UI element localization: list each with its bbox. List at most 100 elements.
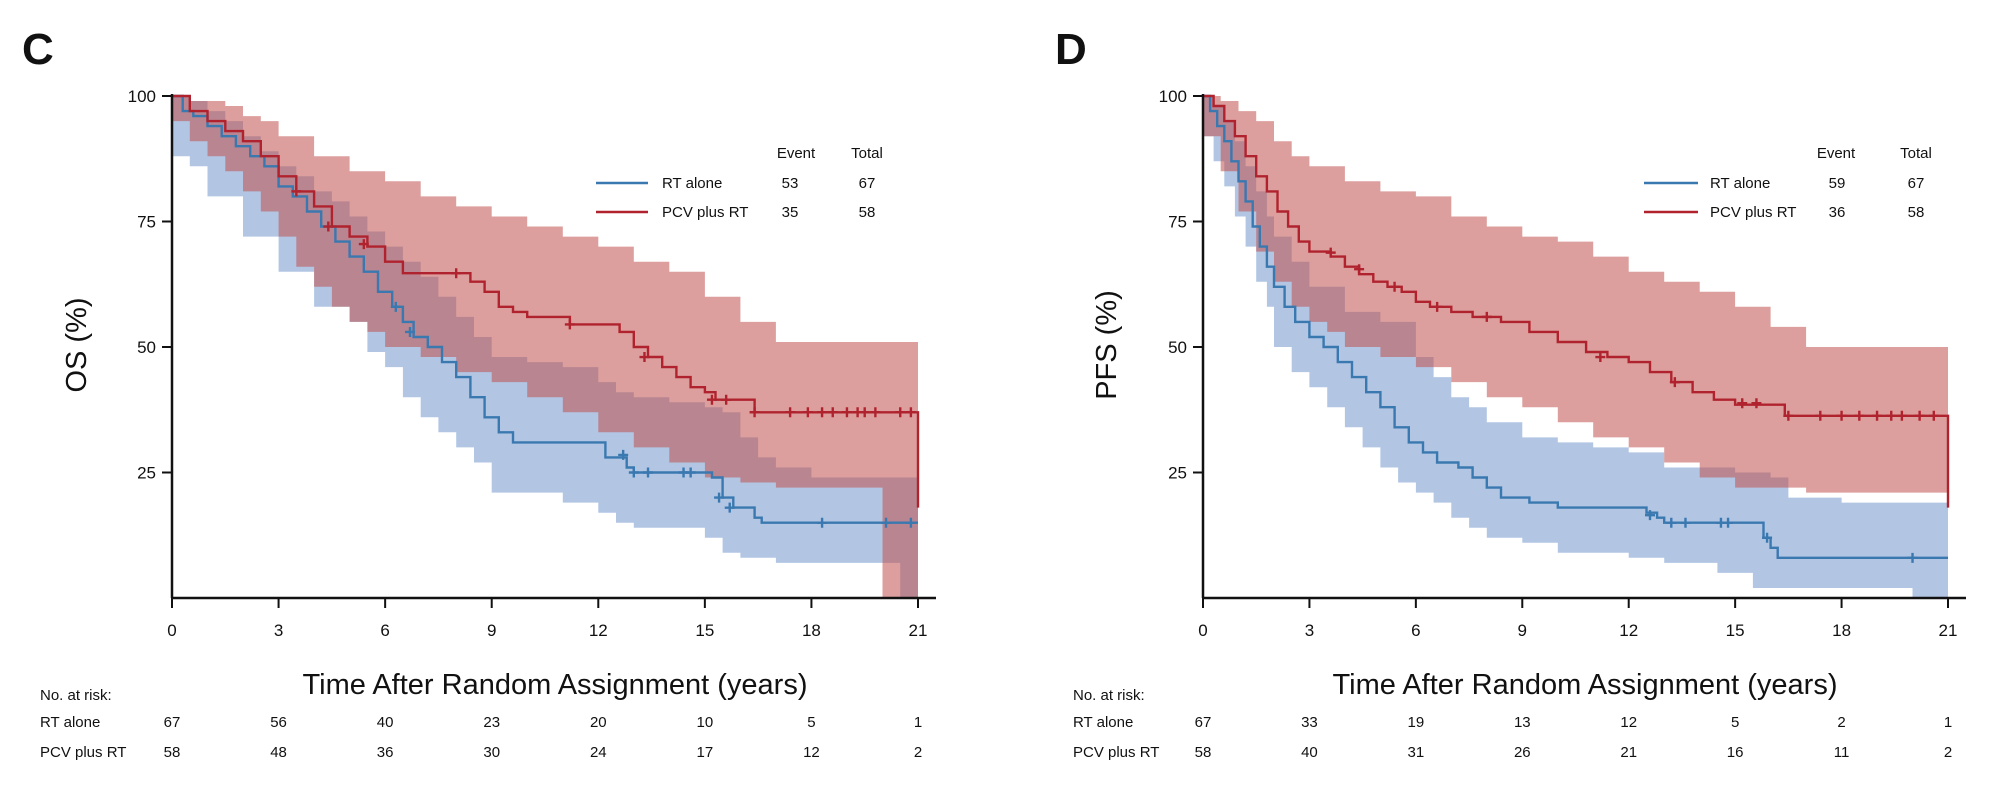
- x-tick-label: 18: [1832, 621, 1851, 640]
- risk-row-label-rt-alone: RT alone: [40, 714, 100, 731]
- censor-mark-pcv-plus-rt: [1389, 281, 1400, 292]
- y-axis-title: PFS (%): [1091, 290, 1123, 400]
- censor-mark-pcv-plus-rt: [1481, 311, 1492, 322]
- censor-mark-pcv-plus-rt: [451, 268, 462, 279]
- risk-value-rt-alone: 23: [483, 714, 500, 731]
- censor-mark-pcv-plus-rt: [1737, 398, 1748, 409]
- censor-mark-rt-alone: [618, 449, 629, 460]
- censor-mark-rt-alone: [1666, 517, 1677, 528]
- risk-value-rt-alone: 2: [1837, 714, 1845, 731]
- risk-value-rt-alone: 5: [807, 714, 815, 731]
- legend-label-pcv-plus-rt: PCV plus RT: [662, 204, 748, 221]
- censor-mark-rt-alone: [628, 467, 639, 478]
- censor-mark-pcv-plus-rt: [1432, 301, 1443, 312]
- legend-header-event: Event: [777, 145, 816, 162]
- x-tick-label: 9: [1518, 621, 1527, 640]
- censor-mark-rt-alone: [1723, 517, 1734, 528]
- panel-letter: D: [1055, 25, 1087, 74]
- survival-line-pcv-plus-rt: [172, 94, 920, 508]
- x-tick-label: 0: [1198, 621, 1207, 640]
- censor-mark-pcv-plus-rt: [817, 407, 828, 418]
- censor-mark-pcv-plus-rt: [1325, 247, 1336, 258]
- censor-mark-rt-alone: [724, 502, 735, 513]
- legend-label-rt-alone: RT alone: [662, 175, 722, 192]
- censor-mark-pcv-plus-rt: [1354, 264, 1365, 275]
- x-tick-label: 18: [802, 621, 821, 640]
- risk-value-pcv-plus-rt: 48: [270, 744, 287, 761]
- censor-mark-pcv-plus-rt: [785, 407, 796, 418]
- censor-mark-pcv-plus-rt: [895, 407, 906, 418]
- risk-value-rt-alone: 19: [1408, 714, 1425, 731]
- risk-value-rt-alone: 12: [1620, 714, 1637, 731]
- risk-value-rt-alone: 67: [1195, 714, 1212, 731]
- censor-mark-pcv-plus-rt: [1669, 377, 1680, 388]
- x-tick-label: 12: [589, 621, 608, 640]
- risk-table-header: No. at risk:: [1073, 687, 1145, 704]
- censor-mark-pcv-plus-rt: [827, 407, 838, 418]
- censor-mark-pcv-plus-rt: [706, 394, 717, 405]
- risk-value-rt-alone: 10: [697, 714, 714, 731]
- risk-value-rt-alone: 20: [590, 714, 607, 731]
- legend-event-pcv-plus-rt: 36: [1829, 204, 1846, 221]
- risk-value-rt-alone: 13: [1514, 714, 1531, 731]
- censor-mark-pcv-plus-rt: [1886, 410, 1897, 421]
- risk-value-pcv-plus-rt: 17: [697, 744, 714, 761]
- confidence-bands: [172, 96, 918, 598]
- censor-mark-rt-alone: [1680, 517, 1691, 528]
- risk-value-pcv-plus-rt: 2: [1944, 744, 1952, 761]
- x-tick-label: 3: [1305, 621, 1314, 640]
- censor-mark-pcv-plus-rt: [870, 407, 881, 418]
- censor-mark-pcv-plus-rt: [721, 394, 732, 405]
- survival-line-rt-alone: [172, 94, 918, 524]
- censor-mark-pcv-plus-rt: [841, 407, 852, 418]
- x-tick-label: 21: [909, 621, 928, 640]
- censor-marks: [291, 186, 916, 528]
- y-tick-label: 25: [1168, 464, 1187, 483]
- censor-mark-rt-alone: [390, 301, 401, 312]
- legend-total-pcv-plus-rt: 58: [859, 204, 876, 221]
- risk-value-rt-alone: 67: [164, 714, 181, 731]
- censor-mark-pcv-plus-rt: [905, 407, 916, 418]
- legend: Event Total RT alone 59 67 PCV plus RT 3…: [1644, 145, 1932, 221]
- censor-mark-pcv-plus-rt: [1854, 410, 1865, 421]
- censor-mark-pcv-plus-rt: [749, 407, 760, 418]
- censor-mark-pcv-plus-rt: [859, 407, 870, 418]
- x-tick-label: 21: [1939, 621, 1958, 640]
- y-tick-label: 50: [1168, 338, 1187, 357]
- censor-mark-pcv-plus-rt: [1595, 352, 1606, 363]
- censor-mark-pcv-plus-rt: [358, 239, 369, 250]
- y-axis-title: OS (%): [61, 297, 93, 392]
- panel-c: C OS (%) Time After Random Assignment (y…: [22, 25, 936, 761]
- risk-value-pcv-plus-rt: 30: [483, 744, 500, 761]
- censor-mark-pcv-plus-rt: [1914, 410, 1925, 421]
- risk-row-label-rt-alone: RT alone: [1073, 714, 1133, 731]
- censor-mark-pcv-plus-rt: [1751, 398, 1762, 409]
- censor-mark-rt-alone: [714, 492, 725, 503]
- risk-value-rt-alone: 56: [270, 714, 287, 731]
- censor-mark-rt-alone: [905, 517, 916, 528]
- risk-value-rt-alone: 1: [914, 714, 922, 731]
- risk-value-rt-alone: 33: [1301, 714, 1318, 731]
- risk-value-rt-alone: 1: [1944, 714, 1952, 731]
- legend-label-rt-alone: RT alone: [1710, 175, 1770, 192]
- risk-value-pcv-plus-rt: 36: [377, 744, 394, 761]
- risk-value-rt-alone: 5: [1731, 714, 1739, 731]
- confidence-bands: [1203, 96, 1948, 598]
- censor-mark-pcv-plus-rt: [1872, 410, 1883, 421]
- x-tick-label: 12: [1619, 621, 1638, 640]
- censor-mark-rt-alone: [1762, 532, 1773, 543]
- x-tick-label: 0: [167, 621, 176, 640]
- survival-line-pcv-plus-rt: [1203, 94, 1950, 508]
- x-tick-label: 6: [380, 621, 389, 640]
- x-tick-label: 6: [1411, 621, 1420, 640]
- legend-header-total: Total: [851, 145, 883, 162]
- censor-mark-rt-alone: [1907, 552, 1918, 563]
- legend-total-rt-alone: 67: [1908, 175, 1925, 192]
- legend-total-pcv-plus-rt: 58: [1908, 204, 1925, 221]
- y-tick-label: 75: [1168, 213, 1187, 232]
- risk-table: No. at risk: RT alone PCV plus RT 67 33 19…: [1073, 687, 1952, 761]
- risk-row-label-pcv-plus-rt: PCV plus RT: [40, 744, 126, 761]
